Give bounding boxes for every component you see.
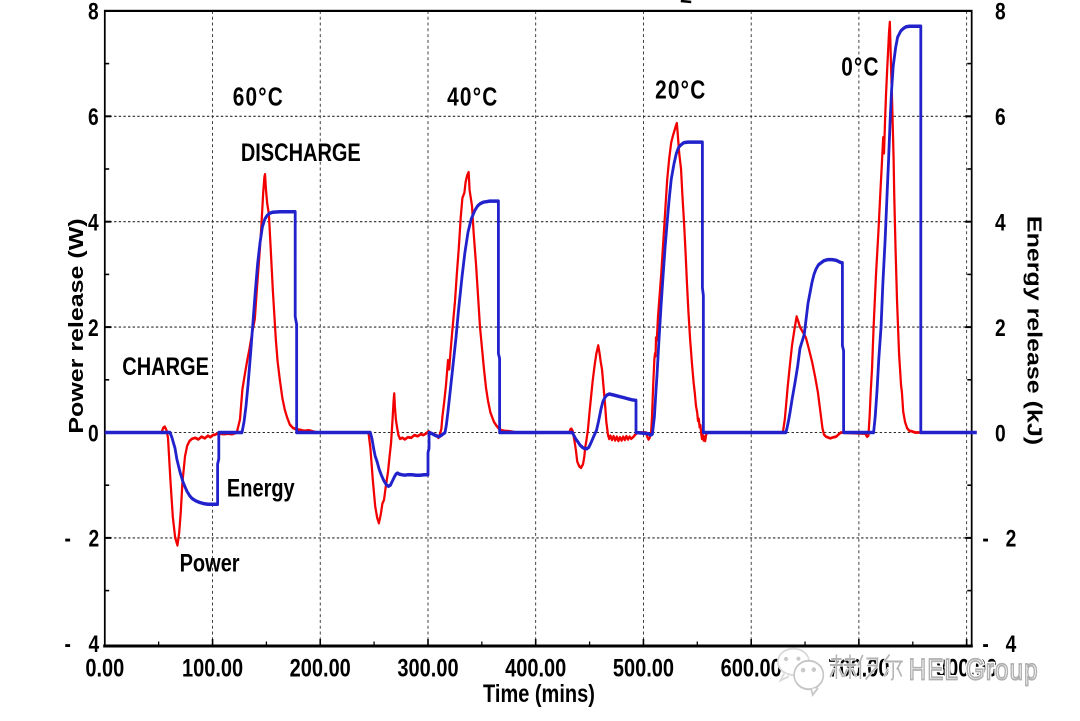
svg-text:4: 4: [995, 208, 1006, 236]
svg-text:-: -: [982, 525, 988, 553]
svg-text:100.00: 100.00: [182, 654, 243, 682]
svg-text:4: 4: [1006, 630, 1017, 658]
svg-text:0°C: 0°C: [841, 52, 879, 81]
svg-text:600.00: 600.00: [721, 654, 782, 682]
svg-text:4: 4: [89, 630, 100, 658]
svg-text:8: 8: [995, 0, 1006, 25]
svg-text:Energy release (kJ): Energy release (kJ): [1023, 216, 1045, 445]
svg-text:2: 2: [89, 525, 100, 553]
svg-text:2: 2: [1006, 525, 1017, 553]
svg-text:0: 0: [995, 419, 1006, 447]
svg-text:500.00: 500.00: [613, 654, 674, 682]
svg-text:-: -: [64, 525, 70, 553]
svg-text:800.00: 800.00: [936, 654, 997, 682]
svg-text:6: 6: [88, 103, 99, 131]
svg-text:2: 2: [995, 314, 1006, 342]
svg-text:HEL Group: HEL Group: [909, 652, 1039, 686]
svg-text:6: 6: [995, 103, 1006, 131]
svg-text:400.00: 400.00: [505, 654, 566, 682]
svg-text:40°C: 40°C: [447, 82, 498, 111]
svg-text:0.00: 0.00: [85, 654, 124, 682]
svg-text:HEL Group: HEL Group: [909, 652, 1039, 686]
svg-text:200.00: 200.00: [290, 654, 351, 682]
svg-text:20°C: 20°C: [655, 75, 706, 104]
svg-text:-: -: [982, 630, 988, 658]
svg-text:0: 0: [88, 419, 99, 447]
svg-text:Time (mins): Time (mins): [483, 680, 595, 708]
svg-text:4: 4: [88, 208, 99, 236]
svg-text:2: 2: [88, 314, 99, 342]
svg-text:Power release (W): Power release (W): [66, 218, 88, 433]
svg-text:Power: Power: [180, 549, 240, 577]
svg-text:DISCHARGE: DISCHARGE: [241, 139, 361, 167]
svg-text:8: 8: [88, 0, 99, 25]
svg-text:-: -: [64, 630, 70, 658]
svg-text:CHARGE: CHARGE: [122, 353, 209, 381]
svg-text:60°C: 60°C: [233, 82, 284, 111]
svg-text:300.00: 300.00: [397, 654, 458, 682]
svg-text:Energy: Energy: [227, 474, 295, 502]
